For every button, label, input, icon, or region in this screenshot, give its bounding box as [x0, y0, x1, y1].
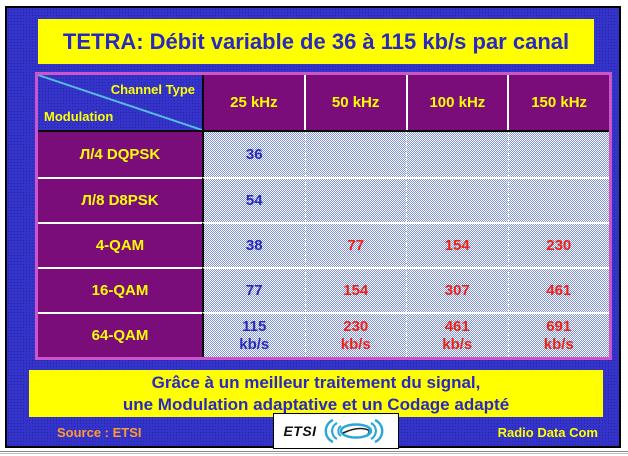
etsi-logo-text: ETSI [283, 423, 317, 439]
modulation-label: Л/8 D8PSK [38, 177, 202, 222]
rate-cell [406, 177, 508, 222]
column-header: 25 kHz [202, 75, 304, 130]
rate-cell [406, 132, 508, 177]
rate-cell: 307 [406, 267, 508, 312]
rate-cell [304, 177, 406, 222]
window-bottom-rule [0, 451, 628, 454]
rate-cell: 77 [202, 267, 305, 312]
column-header: 150 kHz [507, 75, 609, 130]
modulation-label: 4-QAM [38, 222, 202, 267]
column-header: 50 kHz [303, 75, 406, 130]
message-banner: Grâce à un meilleur traitement du signal… [29, 370, 603, 417]
title-banner: TETRA: Débit variable de 36 à 115 kb/s p… [38, 19, 594, 64]
table-header-row: Channel Type Modulation 25 kHz 50 kHz 100 … [38, 75, 609, 132]
rate-cell: 691 kb/s [507, 312, 609, 357]
corner-cell: Channel Type Modulation [38, 75, 202, 130]
rate-cell: 77 [304, 222, 406, 267]
table-row: Л/4 DQPSK 36 [38, 132, 609, 177]
table-row: 4-QAM 38 77 154 230 [38, 222, 609, 267]
modulation-label: Л/4 DQPSK [38, 132, 202, 177]
rate-cell: 115 kb/s [202, 312, 305, 357]
data-rate-table: Channel Type Modulation 25 kHz 50 kHz 100 … [35, 72, 612, 360]
brand-label: Radio Data Com [497, 425, 598, 440]
rate-cell [507, 132, 609, 177]
column-header: 100 kHz [405, 75, 508, 130]
rate-cell: 230 kb/s [304, 312, 406, 357]
table-row: 16-QAM 77 154 307 461 [38, 267, 609, 312]
rate-cell: 38 [202, 222, 305, 267]
table-row: 64-QAM 115 kb/s 230 kb/s 461 kb/s 691 kb/s [38, 312, 609, 357]
banner-line-1: Grâce à un meilleur traitement du signal… [151, 373, 481, 393]
modulation-label: 64-QAM [38, 312, 202, 357]
rate-cell: 154 [406, 222, 508, 267]
table-row: Л/8 D8PSK 54 [38, 177, 609, 222]
modulation-label: 16-QAM [38, 267, 202, 312]
rate-cell: 461 [507, 267, 609, 312]
corner-bottom-label: Modulation [44, 109, 114, 124]
etsi-logo: ETSI [273, 413, 399, 449]
diagonal-divider [38, 75, 202, 130]
corner-top-label: Channel Type [110, 82, 195, 97]
slide-canvas: TETRA: Débit variable de 36 à 115 kb/s p… [5, 6, 621, 449]
page-title: TETRA: Débit variable de 36 à 115 kb/s p… [62, 28, 570, 54]
etsi-orbit-icon [324, 418, 383, 444]
source-label: Source : ETSI [57, 425, 142, 440]
rate-cell [507, 177, 609, 222]
rate-cell: 36 [202, 132, 305, 177]
rate-cell: 154 [304, 267, 406, 312]
rate-cell: 54 [202, 177, 305, 222]
banner-line-2: une Modulation adaptative et un Codage a… [122, 394, 510, 414]
rate-cell: 230 [507, 222, 609, 267]
rate-cell [304, 132, 406, 177]
rate-cell: 461 kb/s [406, 312, 508, 357]
